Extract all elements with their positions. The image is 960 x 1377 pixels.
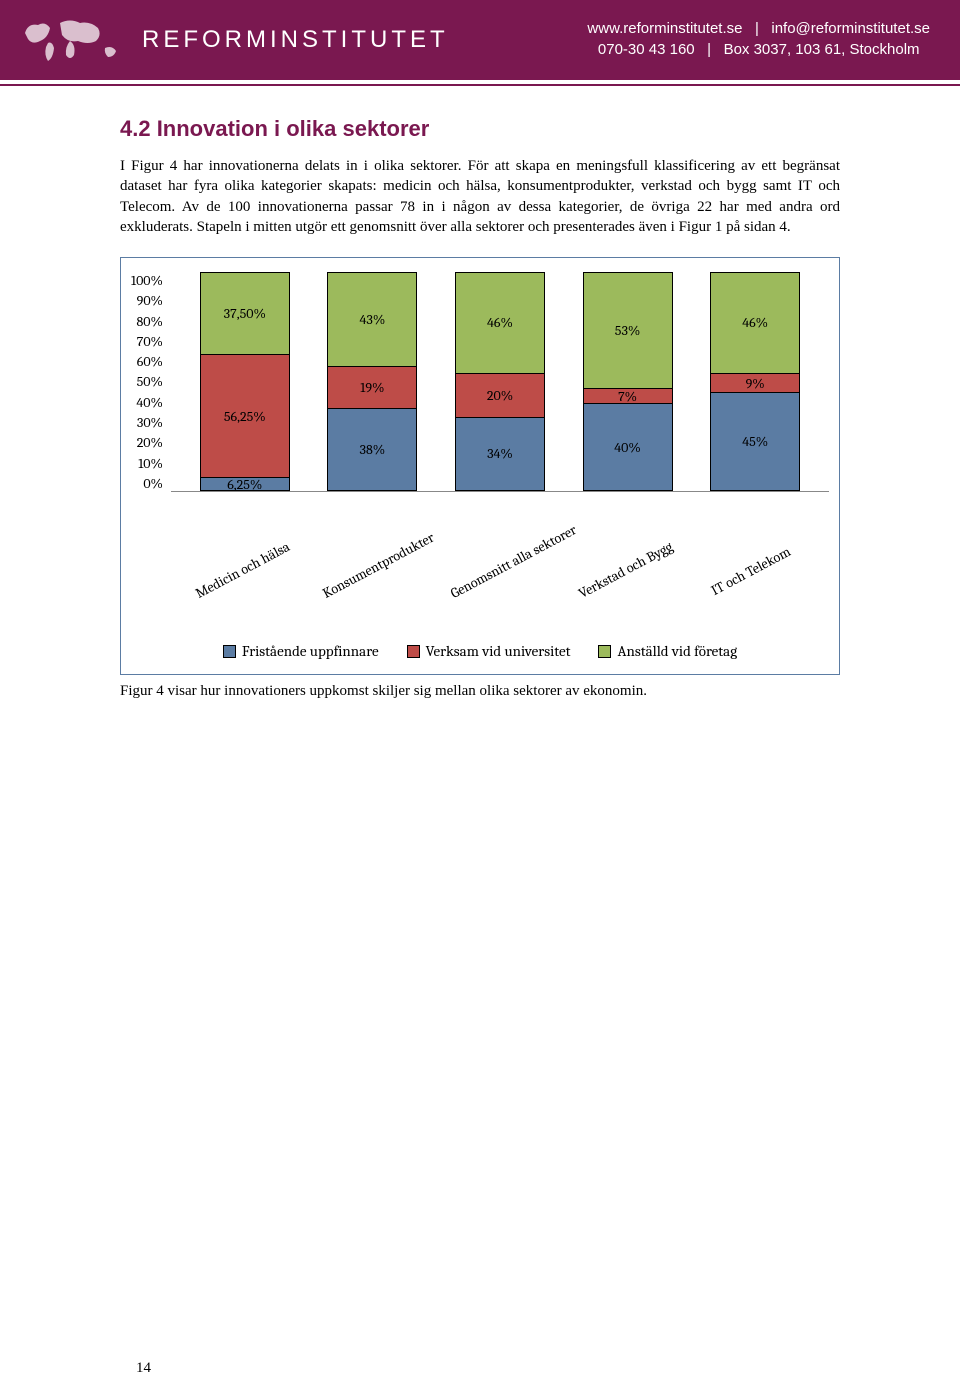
bar-segment: 7% <box>583 388 673 403</box>
phone-text: 070-30 43 160 <box>598 41 695 58</box>
y-tick-label: 60% <box>137 353 163 370</box>
segment-label: 19% <box>360 379 384 396</box>
legend-swatch <box>223 645 236 658</box>
bar-segment: 46% <box>710 272 800 373</box>
segment-label: 46% <box>487 314 513 331</box>
plot-area: 37,50% 56,25% 6,25% 43% 19% 38% 46% 20% 34% 53% 7%… <box>171 272 829 492</box>
bar-segment: 40% <box>583 403 673 491</box>
header-divider <box>0 84 960 86</box>
segment-label: 38% <box>360 441 386 458</box>
legend-item: Verksam vid universitet <box>407 642 571 660</box>
bar-segment: 34% <box>455 417 545 491</box>
y-tick-label: 10% <box>138 455 163 472</box>
segment-label: 37,50% <box>224 305 266 322</box>
category-label: Verkstad och Bygg <box>575 540 691 640</box>
chart-container: 100% 90% 80% 70% 60% 50% 40% 30% 20% 10% 0% 37,50%… <box>120 257 840 675</box>
bar-group: 53% 7% 40% <box>583 272 673 491</box>
segment-label: 43% <box>360 311 386 328</box>
section-title: 4.2 Innovation i olika sektorer <box>120 116 840 142</box>
segment-label: 53% <box>615 322 641 339</box>
category-label: Medicin och hälsa <box>193 540 309 640</box>
page-number: 14 <box>136 1360 960 1377</box>
category-label: Genomsnitt alla sektorer <box>448 540 564 640</box>
segment-label: 20% <box>487 387 513 404</box>
bar-segment: 43% <box>327 272 417 366</box>
bar-segment: 9% <box>710 373 800 393</box>
segment-label: 9% <box>746 375 765 392</box>
legend-label: Fristående uppfinnare <box>242 642 379 660</box>
legend-swatch <box>598 645 611 658</box>
bar-group: 46% 9% 45% <box>710 272 800 491</box>
address-text: Box 3037, 103 61, Stockholm <box>724 41 920 58</box>
legend-item: Anställd vid företag <box>598 642 737 660</box>
brand-name: REFORMINSTITUTET <box>142 26 449 54</box>
segment-label: 56,25% <box>224 408 266 425</box>
header-contact: www.reforminstitutet.se | info@reformins… <box>587 18 930 60</box>
bar-group: 46% 20% 34% <box>455 272 545 491</box>
y-tick-label: 40% <box>136 394 163 411</box>
bar-group: 37,50% 56,25% 6,25% <box>200 272 290 491</box>
bar-segment: 20% <box>455 373 545 417</box>
segment-label: 6,25% <box>227 476 262 493</box>
bar-segment: 37,50% <box>200 272 290 354</box>
bar-segment: 38% <box>327 408 417 491</box>
bar-segment: 53% <box>583 272 673 388</box>
segment-label: 34% <box>487 445 513 462</box>
category-label: IT och Telekom <box>703 540 819 640</box>
y-tick-label: 50% <box>137 373 163 390</box>
y-tick-label: 30% <box>137 414 163 431</box>
segment-label: 45% <box>742 433 768 450</box>
legend-label: Verksam vid universitet <box>426 642 571 660</box>
email-text: info@reforminstitutet.se <box>771 20 930 37</box>
category-labels-row: Medicin och hälsaKonsumentprodukterGenom… <box>171 500 829 560</box>
segment-label: 7% <box>618 388 637 405</box>
chart-legend: Fristående uppfinnare Verksam vid univers… <box>131 642 829 660</box>
chart-area: 100% 90% 80% 70% 60% 50% 40% 30% 20% 10% 0% 37,50%… <box>131 272 829 572</box>
legend-label: Anställd vid företag <box>617 642 737 660</box>
chart-caption: Figur 4 visar hur innovationers uppkomst… <box>120 683 840 700</box>
logo-area: REFORMINSTITUTET <box>20 13 449 68</box>
bar-segment: 6,25% <box>200 477 290 491</box>
y-tick-label: 80% <box>137 313 164 330</box>
body-paragraph: I Figur 4 har innovationerna delats in i… <box>120 156 840 237</box>
content-area: 4.2 Innovation i olika sektorer I Figur … <box>120 116 840 740</box>
segment-label: 46% <box>742 314 768 331</box>
segment-label: 40% <box>614 439 641 456</box>
y-tick-label: 90% <box>137 292 163 309</box>
y-axis: 100% 90% 80% 70% 60% 50% 40% 30% 20% 10% 0% <box>131 272 171 492</box>
header-band: REFORMINSTITUTET www.reforminstitutet.se… <box>0 0 960 80</box>
y-tick-label: 100% <box>131 272 163 289</box>
y-tick-label: 70% <box>137 333 163 350</box>
bar-segment: 19% <box>327 366 417 408</box>
bar-segment: 56,25% <box>200 354 290 477</box>
bar-group: 43% 19% 38% <box>327 272 417 491</box>
bar-segment: 45% <box>710 392 800 491</box>
y-tick-label: 0% <box>143 475 163 492</box>
y-tick-label: 20% <box>137 434 163 451</box>
category-label: Konsumentprodukter <box>320 540 436 640</box>
bar-segment: 46% <box>455 272 545 373</box>
legend-swatch <box>407 645 420 658</box>
world-map-icon <box>20 13 130 68</box>
legend-item: Fristående uppfinnare <box>223 642 379 660</box>
website-text: www.reforminstitutet.se <box>587 20 742 37</box>
plot-container: 37,50% 56,25% 6,25% 43% 19% 38% 46% 20% 34% 53% 7%… <box>171 272 829 552</box>
